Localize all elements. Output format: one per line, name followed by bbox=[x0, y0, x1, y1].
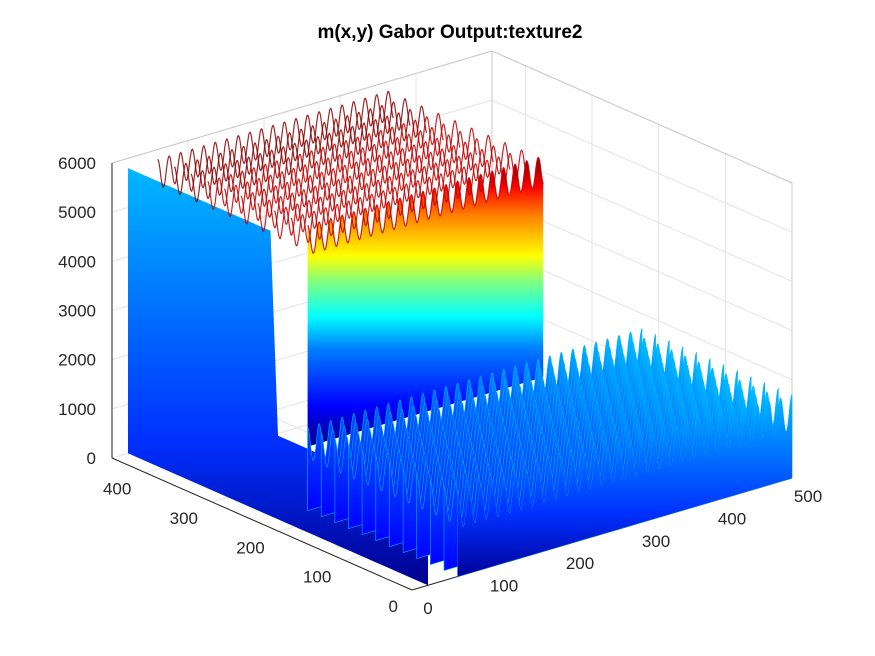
x-tick-label: 500 bbox=[794, 487, 822, 506]
surface-high-ridge bbox=[307, 156, 544, 254]
surface-high-ridge bbox=[157, 90, 394, 188]
surface-high-ridge bbox=[257, 134, 494, 232]
y-tick-label: 200 bbox=[236, 538, 264, 557]
grid-line-z bbox=[491, 99, 793, 233]
box-edge bbox=[491, 50, 793, 184]
z-tick-label: 0 bbox=[87, 449, 96, 468]
chart-title: m(x,y) Gabor Output:texture2 bbox=[318, 22, 583, 43]
y-tick-label: 100 bbox=[303, 568, 331, 587]
surface-high-ridge bbox=[273, 141, 511, 240]
grid-line-z bbox=[491, 148, 793, 282]
z-tick-label: 6000 bbox=[58, 154, 96, 173]
surface-high-ridge bbox=[190, 105, 428, 203]
surface-high-face bbox=[307, 157, 544, 447]
x-tick-label: 300 bbox=[642, 532, 670, 551]
z-tick-label: 5000 bbox=[58, 203, 96, 222]
surface-high-ridge bbox=[240, 127, 478, 225]
y-tick-label: 400 bbox=[103, 480, 131, 499]
surface-mesh bbox=[128, 90, 793, 586]
surface-front-face bbox=[457, 394, 792, 577]
surface-high-ridge bbox=[173, 97, 411, 196]
z-tick-label: 4000 bbox=[58, 252, 96, 271]
x-tick-label: 0 bbox=[423, 599, 432, 618]
z-tick-label: 1000 bbox=[58, 400, 96, 419]
y-tick-label: 0 bbox=[389, 597, 398, 616]
box-edge bbox=[111, 50, 493, 164]
x-tick-label: 100 bbox=[490, 577, 518, 596]
axis-ticks: 0100020003000400050006000010020030040050… bbox=[58, 154, 822, 618]
y-tick-label: 300 bbox=[170, 509, 198, 528]
x-tick-label: 200 bbox=[566, 554, 594, 573]
surface-high-ridge bbox=[290, 149, 528, 247]
z-tick-label: 3000 bbox=[58, 302, 96, 321]
surface-high-ridge bbox=[207, 112, 444, 210]
z-tick-label: 2000 bbox=[58, 351, 96, 370]
x-tick-label: 400 bbox=[718, 509, 746, 528]
y-axis-line bbox=[111, 457, 413, 591]
surface-high-ridge bbox=[223, 119, 461, 218]
